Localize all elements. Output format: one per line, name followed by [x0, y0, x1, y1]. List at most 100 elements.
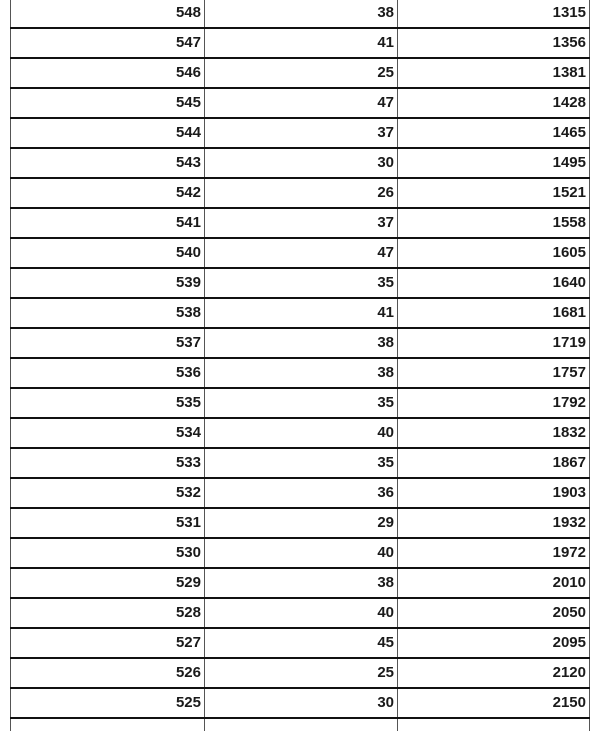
- table-row: 534 40 1832: [10, 418, 590, 449]
- table-cell: 2010: [397, 568, 590, 599]
- table-cell: 40: [204, 538, 398, 569]
- table-cell: 38: [204, 358, 398, 389]
- table-row: 545 47 1428: [10, 88, 590, 119]
- table-cell: 538: [10, 298, 205, 329]
- table-cell: 535: [10, 388, 205, 419]
- table-cell: 532: [10, 478, 205, 509]
- table-cell: 548: [10, 0, 205, 29]
- table-row: 543 30 1495: [10, 148, 590, 179]
- table-cell: 537: [10, 328, 205, 359]
- table-cell: [10, 718, 205, 731]
- table-cell: 1867: [397, 448, 590, 479]
- table-cell: 2120: [397, 658, 590, 689]
- table-row: 532 36 1903: [10, 478, 590, 509]
- table-cell: 531: [10, 508, 205, 539]
- table-row: 525 30 2150: [10, 688, 590, 719]
- table-cell: 1972: [397, 538, 590, 569]
- table-cell: 35: [204, 448, 398, 479]
- table-cell: 29: [204, 508, 398, 539]
- table-cell: 1428: [397, 88, 590, 119]
- table-cell: 1832: [397, 418, 590, 449]
- table-row: 530 40 1972: [10, 538, 590, 569]
- table-row: 542 26 1521: [10, 178, 590, 209]
- table-cell: 544: [10, 118, 205, 149]
- table-cell: 2050: [397, 598, 590, 629]
- table-cell: 1315: [397, 0, 590, 29]
- table-cell: 528: [10, 598, 205, 629]
- table-row: 539 35 1640: [10, 268, 590, 299]
- table-cell: 25: [204, 58, 398, 89]
- table-cell: 1792: [397, 388, 590, 419]
- table-cell: [204, 718, 398, 731]
- table-cell: 540: [10, 238, 205, 269]
- table-row: 548 38 1315: [10, 0, 590, 29]
- table-cell: 37: [204, 118, 398, 149]
- table-cell: 546: [10, 58, 205, 89]
- table-cell: 41: [204, 28, 398, 59]
- table-cell: 38: [204, 568, 398, 599]
- table-cell: 1495: [397, 148, 590, 179]
- table-row: 546 25 1381: [10, 58, 590, 89]
- table-cell: 534: [10, 418, 205, 449]
- table-row: 531 29 1932: [10, 508, 590, 539]
- table-cell: 1903: [397, 478, 590, 509]
- table-cell: 38: [204, 0, 398, 29]
- table-cell: 40: [204, 598, 398, 629]
- table-cell: 545: [10, 88, 205, 119]
- table-cell: 36: [204, 478, 398, 509]
- table-cell: 38: [204, 328, 398, 359]
- table-cell: 1465: [397, 118, 590, 149]
- table-cell: 47: [204, 88, 398, 119]
- table-cell: 1356: [397, 28, 590, 59]
- table-row: 538 41 1681: [10, 298, 590, 329]
- table-cell: 529: [10, 568, 205, 599]
- table-cell: [397, 718, 590, 731]
- table-cell: 37: [204, 208, 398, 239]
- table-cell: 2095: [397, 628, 590, 659]
- table-cell: 525: [10, 688, 205, 719]
- table-row: 526 25 2120: [10, 658, 590, 689]
- table-row: 527 45 2095: [10, 628, 590, 659]
- table-cell: 1381: [397, 58, 590, 89]
- table-cell: 527: [10, 628, 205, 659]
- table-row: 537 38 1719: [10, 328, 590, 359]
- table-cell: 1757: [397, 358, 590, 389]
- table-cell: 547: [10, 28, 205, 59]
- table-row-partial: [10, 718, 590, 731]
- table-cell: 1558: [397, 208, 590, 239]
- table-cell: 539: [10, 268, 205, 299]
- table-cell: 26: [204, 178, 398, 209]
- table-cell: 1605: [397, 238, 590, 269]
- table-row: 529 38 2010: [10, 568, 590, 599]
- table-cell: 35: [204, 268, 398, 299]
- table-cell: 2150: [397, 688, 590, 719]
- table-cell: 533: [10, 448, 205, 479]
- table-cell: 30: [204, 688, 398, 719]
- table-cell: 526: [10, 658, 205, 689]
- table-cell: 41: [204, 298, 398, 329]
- table-cell: 45: [204, 628, 398, 659]
- table-cell: 35: [204, 388, 398, 419]
- table-cell: 47: [204, 238, 398, 269]
- table-cell: 536: [10, 358, 205, 389]
- table-row: 541 37 1558: [10, 208, 590, 239]
- table-row: 536 38 1757: [10, 358, 590, 389]
- table-row: 544 37 1465: [10, 118, 590, 149]
- table-cell: 542: [10, 178, 205, 209]
- table-cell: 1719: [397, 328, 590, 359]
- table-cell: 1681: [397, 298, 590, 329]
- table-cell: 1932: [397, 508, 590, 539]
- data-table: 548 38 1315 547 41 1356 546 25 1381 545 47 1428 544 3…: [10, 0, 590, 731]
- table-row: 540 47 1605: [10, 238, 590, 269]
- table-cell: 543: [10, 148, 205, 179]
- table-cell: 530: [10, 538, 205, 569]
- table-cell: 1521: [397, 178, 590, 209]
- table-row: 547 41 1356: [10, 28, 590, 59]
- table-row: 533 35 1867: [10, 448, 590, 479]
- table-cell: 25: [204, 658, 398, 689]
- table-cell: 541: [10, 208, 205, 239]
- table-cell: 40: [204, 418, 398, 449]
- table-cell: 30: [204, 148, 398, 179]
- table-row: 535 35 1792: [10, 388, 590, 419]
- table-cell: 1640: [397, 268, 590, 299]
